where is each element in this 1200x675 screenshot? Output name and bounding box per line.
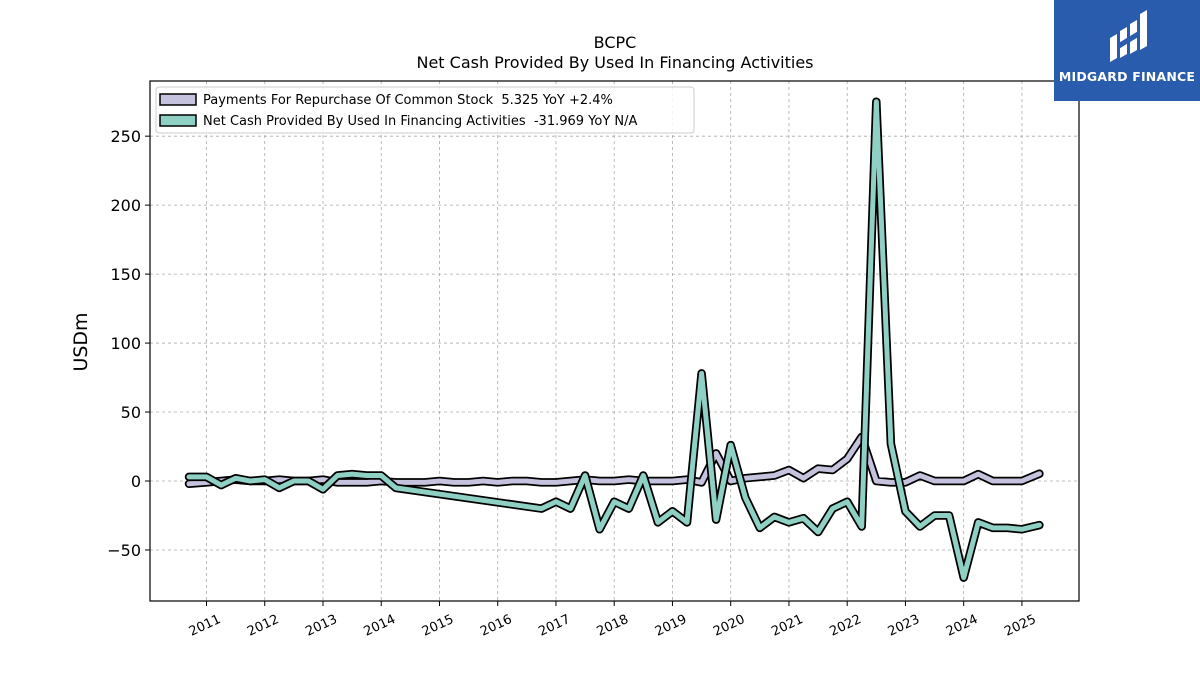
x-tick-label: 2014 xyxy=(362,612,398,640)
chart-subtitle: Net Cash Provided By Used In Financing A… xyxy=(416,53,813,72)
x-tick-label: 2013 xyxy=(303,612,339,640)
x-tick-label: 2025 xyxy=(1002,612,1038,640)
y-tick-label: 200 xyxy=(110,196,141,215)
x-tick-label: 2011 xyxy=(187,612,223,640)
y-tick-label: 50 xyxy=(121,403,141,422)
series-layer xyxy=(184,97,1044,582)
legend-swatch-repurchase xyxy=(159,93,197,106)
x-tick-label: 2012 xyxy=(245,612,281,640)
x-tick-label: 2018 xyxy=(595,612,631,640)
y-axis-label: USDm xyxy=(70,312,92,371)
legend-swatch-financing xyxy=(159,114,197,127)
midgard-finance-logo-icon xyxy=(1110,10,1147,62)
midgard-finance-logo: MIDGARD FINANCE xyxy=(1054,0,1200,101)
legend-box xyxy=(155,86,695,134)
gridlines xyxy=(150,81,1079,601)
y-axis-ticks: −50 0 50 100 150 200 250 xyxy=(107,127,150,560)
series-line-financing xyxy=(184,97,1044,582)
series-stroke xyxy=(186,99,1042,581)
x-axis-ticks: 2011 2012 2013 2014 2015 2016 2017 2018 2019 2020… xyxy=(187,601,1039,640)
y-tick-label: 150 xyxy=(110,265,141,284)
x-tick-label: 2015 xyxy=(420,612,456,640)
x-tick-label: 2016 xyxy=(478,612,514,640)
legend: Payments For Repurchase Of Common Stock … xyxy=(155,86,695,134)
y-tick-label: 100 xyxy=(110,334,141,353)
x-tick-label: 2022 xyxy=(828,612,864,640)
x-tick-label: 2021 xyxy=(769,612,805,640)
legend-label-financing: Net Cash Provided By Used In Financing A… xyxy=(203,114,638,129)
legend-label-repurchase: Payments For Repurchase Of Common Stock … xyxy=(203,93,613,108)
x-tick-label: 2020 xyxy=(711,612,747,640)
x-tick-label: 2023 xyxy=(886,612,922,640)
y-tick-label: −50 xyxy=(107,541,141,560)
x-tick-label: 2019 xyxy=(653,612,689,640)
x-tick-label: 2024 xyxy=(944,612,980,640)
chart-title: BCPC xyxy=(594,33,637,52)
y-tick-label: 250 xyxy=(110,127,141,146)
brand-name: MIDGARD FINANCE xyxy=(1058,69,1196,84)
y-tick-label: 0 xyxy=(131,472,141,491)
plot-frame xyxy=(149,80,1080,602)
x-tick-label: 2017 xyxy=(536,612,572,640)
